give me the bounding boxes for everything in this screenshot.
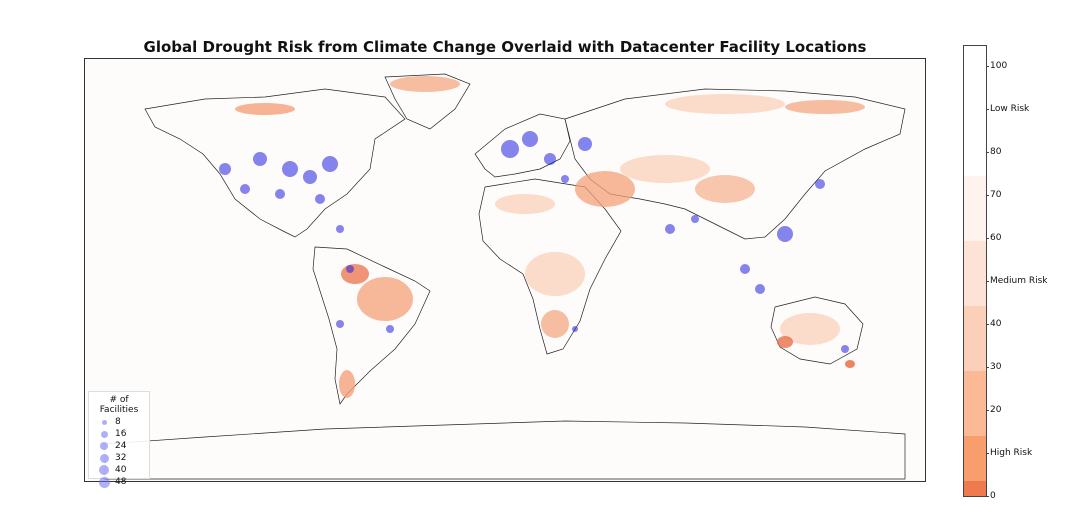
colorbar-tick-label: 40 [985,319,1002,329]
facility-marker [522,131,538,147]
colorbar-band [964,176,986,241]
legend-label: 40 [115,465,127,475]
facility-markers [219,131,849,353]
legend-title: # of Facilities [99,395,139,415]
facility-marker [691,215,699,223]
legend-marker [101,419,107,425]
europe [474,113,571,178]
legend-marker [99,465,109,475]
facility-marker [336,225,344,233]
colorbar-tick-label: 30 [985,362,1002,372]
facility-marker [777,226,793,242]
facility-marker [578,137,592,151]
facility-marker [665,224,675,234]
legend-entry: 40 [93,464,145,476]
facility-marker [336,320,344,328]
colorbar-tick-label: Medium Risk [986,276,1048,286]
north-america [144,88,406,238]
colorbar-tick-label: 60 [985,233,1002,243]
facility-marker [572,326,578,332]
legend-entry: 24 [93,440,145,452]
facility-marker [275,189,285,199]
legend-entry: 48 [93,476,145,488]
facility-marker [240,184,250,194]
legend-marker [100,442,108,450]
facility-marker [561,175,569,183]
facility-marker [740,264,750,274]
facility-marker [315,194,325,204]
facility-marker [282,161,298,177]
colorbar-tick-label: Low Risk [985,104,1030,114]
world-map [84,58,926,482]
facility-marker [346,265,354,273]
legend-label: 32 [115,453,127,463]
facility-marker [841,345,849,353]
colorbar-tick-label: 100 [985,61,1008,71]
colorbar-tick-label: High Risk [985,448,1033,458]
continent-outlines [104,73,906,480]
colorbar-tick-label: 0 [986,491,996,501]
legend-label: 8 [115,417,121,427]
legend-entry: 16 [93,428,145,440]
drought-risk-colorbar [963,45,987,497]
drought-risk-layer [235,76,865,398]
legend-label: 48 [115,477,127,487]
facility-marker [253,152,267,166]
colorbar-band [964,306,986,371]
facility-marker [322,156,338,172]
legend-label: 24 [115,441,127,451]
facility-marker [386,325,394,333]
map-canvas [104,73,906,480]
legend-marker [98,476,110,488]
facility-marker [501,140,519,158]
colorbar-tick-label: 20 [985,405,1002,415]
colorbar-band [964,481,986,496]
facility-marker [219,163,231,175]
chart-title: Global Drought Risk from Climate Change … [143,38,867,56]
facility-marker [544,153,556,165]
legend-entry: 8 [93,416,145,428]
facility-marker [815,179,825,189]
colorbar-tick-label: 70 [985,190,1002,200]
colorbar-band [964,241,986,306]
legend-marker [99,453,109,463]
colorbar-band [964,436,986,481]
south-america [312,246,431,405]
antarctica [104,420,906,480]
legend-label: 16 [115,429,127,439]
legend-entry: 32 [93,452,145,464]
legend-marker [100,430,108,438]
facility-marker [303,170,317,184]
colorbar-tick-label: 80 [985,147,1002,157]
colorbar-band [964,371,986,436]
colorbar-band [964,46,986,176]
facility-size-legend: # of Facilities 8 16 24 32 40 48 [88,391,150,488]
facility-marker [755,284,765,294]
